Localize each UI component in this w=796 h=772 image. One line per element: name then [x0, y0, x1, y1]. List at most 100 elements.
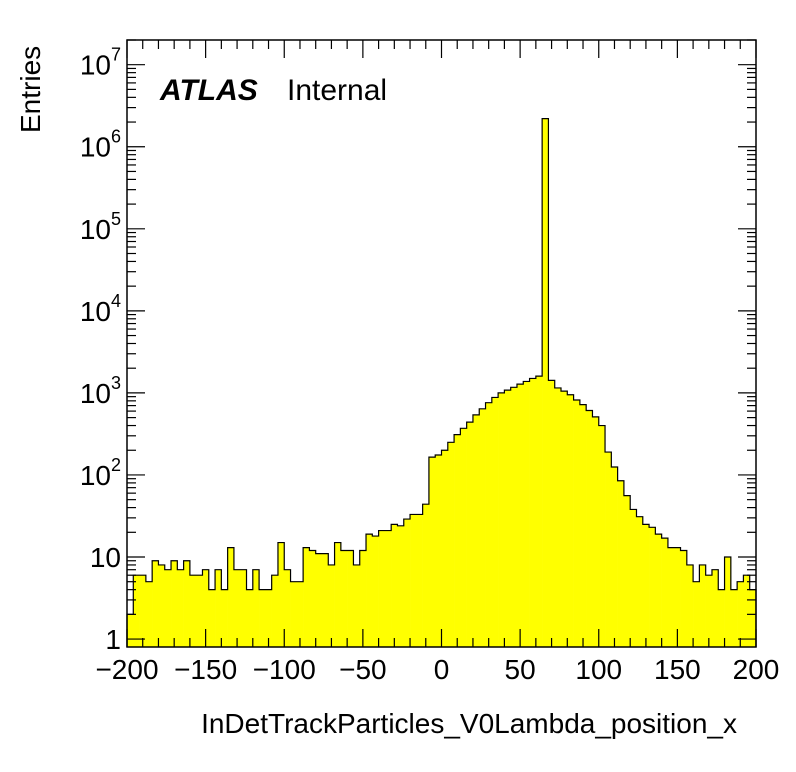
- x-axis: −200 −150 −100 −50 0 50 100 150 200: [95, 40, 779, 685]
- x-tick-label: 0: [434, 654, 450, 685]
- histogram-bar: [441, 450, 449, 647]
- histogram-bar: [177, 569, 184, 647]
- histogram-bar: [397, 525, 405, 647]
- histogram-bar: [498, 392, 505, 647]
- x-tick-label: −50: [339, 654, 387, 685]
- x-tick-label: 100: [575, 654, 622, 685]
- histogram-bar: [227, 547, 235, 647]
- histogram-bar: [259, 589, 266, 647]
- histogram-bar: [472, 414, 480, 647]
- histogram-bar: [416, 514, 423, 647]
- x-axis-title: InDetTrackParticles_V0Lambda_position_x: [201, 708, 737, 739]
- histogram-outline: [126, 118, 757, 647]
- x-tick-label: 150: [654, 654, 701, 685]
- histogram-bar: [485, 402, 493, 647]
- histogram-bar: [328, 564, 335, 647]
- histogram-bar: [158, 564, 166, 647]
- x-tick-label: 50: [505, 654, 536, 685]
- histogram-bar: [667, 547, 675, 647]
- histogram-bar: [523, 381, 530, 647]
- histogram-bar: [542, 118, 549, 647]
- y-tick-label: 105: [80, 209, 121, 245]
- histogram-bar: [196, 575, 203, 647]
- y-tick-label: 106: [80, 127, 121, 163]
- histogram-bar: [642, 524, 650, 647]
- histogram-bar: [743, 575, 751, 647]
- histogram-bar: [133, 575, 140, 647]
- x-tick-label: −100: [253, 654, 316, 685]
- histogram-bar: [353, 564, 361, 647]
- y-tick-label: 10: [90, 542, 121, 573]
- histogram-bar: [454, 434, 461, 647]
- histogram-bar: [246, 589, 254, 647]
- histogram-bar: [491, 397, 499, 647]
- histogram-bar: [334, 542, 342, 647]
- histogram-bar: [340, 550, 348, 647]
- x-tick-label: −200: [95, 654, 158, 685]
- histogram-bar: [561, 391, 568, 647]
- histogram-bar: [724, 556, 732, 647]
- histogram-bar: [284, 569, 291, 647]
- histogram-bar: [221, 589, 228, 647]
- histogram-bar: [479, 408, 486, 647]
- histogram-bar: [240, 569, 247, 647]
- y-tick-label: 102: [80, 455, 121, 491]
- histogram-bar: [183, 560, 191, 647]
- histogram-bar: [529, 378, 537, 647]
- histogram-bar: [686, 564, 694, 647]
- histogram-bar: [516, 384, 524, 647]
- histogram-bar: [623, 495, 631, 647]
- histogram-bar: [504, 390, 511, 647]
- histogram-bar: [617, 480, 625, 647]
- histogram-bar: [548, 380, 556, 647]
- histogram-bar: [699, 564, 706, 647]
- histogram-bar: [737, 581, 744, 647]
- histogram-bar: [303, 547, 310, 647]
- histogram-bar: [290, 581, 298, 647]
- histogram-bar: [573, 399, 581, 647]
- histogram-bar: [359, 550, 367, 647]
- histogram-bar: [233, 569, 241, 647]
- histogram-bar: [554, 387, 562, 647]
- histogram-bar: [598, 425, 606, 647]
- histogram-bar: [705, 575, 713, 647]
- histogram-bar: [315, 553, 323, 647]
- x-tick-label: −150: [174, 654, 237, 685]
- histogram-bar: [265, 589, 272, 647]
- histogram-bar: [202, 569, 210, 647]
- histogram-bar: [271, 575, 279, 647]
- histogram-bar: [403, 519, 411, 647]
- histogram-bar: [586, 410, 593, 647]
- y-tick-label: 1: [105, 624, 121, 655]
- internal-label: Internal: [287, 74, 387, 107]
- histogram-bar: [749, 589, 757, 647]
- histogram-bar: [567, 394, 574, 647]
- histogram-bar: [139, 575, 147, 647]
- y-tick-label: 107: [80, 45, 121, 81]
- histogram-bar: [460, 428, 467, 647]
- histogram-bar: [579, 404, 587, 647]
- y-tick-label: 103: [80, 373, 121, 409]
- histogram-bar: [152, 560, 159, 647]
- atlas-label: ATLAS: [159, 74, 258, 107]
- histogram-bar: [127, 614, 134, 647]
- histogram-bar: [309, 550, 316, 647]
- histogram-bar: [347, 550, 354, 647]
- y-tick-label: 104: [80, 291, 121, 327]
- histogram-bar: [674, 547, 681, 647]
- histogram-bar: [636, 516, 644, 647]
- histogram-bar: [661, 538, 669, 647]
- histogram-bar: [435, 455, 442, 647]
- histogram-bar: [215, 569, 222, 647]
- x-tick-label: 200: [733, 654, 780, 685]
- histogram-bar: [711, 569, 719, 647]
- histogram-bar: [447, 442, 455, 647]
- histogram-bar: [510, 387, 518, 647]
- histogram-bar: [277, 542, 285, 647]
- histogram-bar: [145, 581, 153, 647]
- histogram-bar: [366, 534, 373, 647]
- histogram-bar: [730, 589, 738, 647]
- histogram-bars: [127, 118, 757, 647]
- histogram-bar: [171, 560, 178, 647]
